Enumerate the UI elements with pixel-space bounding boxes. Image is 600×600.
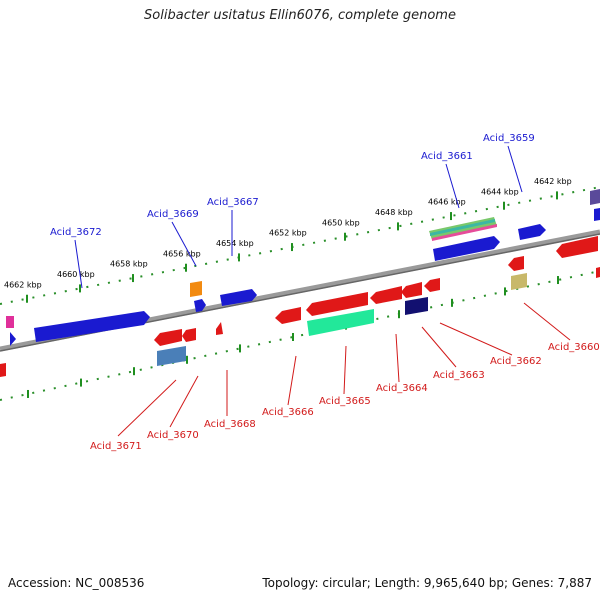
label-acid-3668[interactable]: Acid_3668 bbox=[204, 419, 256, 430]
forward-gene-labels: Acid_3672 Acid_3669 Acid_3667 Acid_3661 … bbox=[50, 133, 535, 238]
label-acid-3662[interactable]: Acid_3662 bbox=[490, 356, 542, 367]
leader-acid-3660 bbox=[523, 302, 571, 341]
genome-summary-text: Topology: circular; Length: 9,965,640 bp… bbox=[262, 576, 592, 590]
gene-red-3668[interactable] bbox=[216, 322, 223, 335]
leader-acid-3671 bbox=[117, 379, 177, 437]
ruler-major-ticks bbox=[26, 191, 559, 398]
gene-block-pink[interactable] bbox=[6, 316, 14, 328]
leader-acid-3669 bbox=[171, 221, 197, 267]
ruler-label: 4648 kbp bbox=[375, 208, 413, 217]
ruler-label: 4644 kbp bbox=[481, 187, 519, 196]
gene-red-3663[interactable] bbox=[401, 282, 422, 298]
forward-leaders bbox=[74, 145, 523, 289]
gene-red-3662[interactable] bbox=[508, 256, 524, 271]
label-acid-3669[interactable]: Acid_3669 bbox=[147, 209, 199, 220]
ruler-labels: 4662 kbp 4660 kbp 4658 kbp 4656 kbp 4654 kbp… bbox=[4, 177, 572, 289]
upper-ruler-track bbox=[0, 186, 600, 305]
gene-red-3664[interactable] bbox=[370, 286, 402, 304]
gene-blue-mid[interactable] bbox=[220, 289, 257, 306]
label-acid-3661[interactable]: Acid_3661 bbox=[421, 151, 473, 162]
gene-rna-stack-pink[interactable] bbox=[432, 224, 497, 241]
forward-genes bbox=[6, 189, 600, 346]
ruler-label: 4662 kbp bbox=[4, 280, 42, 289]
gene-blue-edge[interactable] bbox=[594, 208, 600, 221]
label-acid-3666[interactable]: Acid_3666 bbox=[262, 407, 314, 418]
label-acid-3663[interactable]: Acid_3663 bbox=[433, 370, 485, 381]
leader-acid-3664 bbox=[395, 333, 400, 383]
label-acid-3659[interactable]: Acid_3659 bbox=[483, 133, 535, 144]
label-acid-3670[interactable]: Acid_3670 bbox=[147, 430, 199, 441]
gene-blue-right[interactable] bbox=[433, 236, 500, 261]
leader-acid-3663 bbox=[421, 326, 457, 368]
ruler-label: 4656 kbp bbox=[163, 249, 201, 258]
label-acid-3671[interactable]: Acid_3671 bbox=[90, 441, 142, 452]
gene-red-3670[interactable] bbox=[182, 328, 196, 342]
label-acid-3672[interactable]: Acid_3672 bbox=[50, 227, 102, 238]
gene-red-edge-left[interactable] bbox=[0, 363, 6, 377]
leader-acid-3665 bbox=[343, 345, 347, 395]
leader-acid-3670 bbox=[169, 375, 199, 428]
reverse-gene-labels: Acid_3671 Acid_3670 Acid_3668 Acid_3666 … bbox=[90, 342, 600, 452]
reverse-genes bbox=[0, 236, 600, 377]
label-acid-3665[interactable]: Acid_3665 bbox=[319, 396, 371, 407]
gene-rna-stack-teal[interactable] bbox=[430, 219, 495, 236]
gene-red-3671[interactable] bbox=[154, 329, 182, 346]
gene-steelblue[interactable] bbox=[157, 346, 186, 366]
leader-acid-3672 bbox=[74, 239, 83, 289]
gene-navy-3664[interactable] bbox=[405, 297, 428, 315]
gene-small-blue-arrow[interactable] bbox=[10, 332, 16, 346]
gene-blue-small[interactable] bbox=[194, 299, 206, 312]
ruler-label: 4652 kbp bbox=[269, 229, 307, 238]
label-acid-3667[interactable]: Acid_3667 bbox=[207, 197, 259, 208]
gene-red-3663b[interactable] bbox=[424, 278, 440, 292]
gene-red-3660[interactable] bbox=[556, 236, 598, 258]
leader-acid-3666 bbox=[287, 355, 297, 406]
gene-blue-far[interactable] bbox=[518, 224, 546, 240]
ruler-label: 4660 kbp bbox=[57, 270, 95, 279]
reverse-leaders bbox=[117, 302, 571, 437]
gene-large-blue[interactable] bbox=[34, 311, 150, 342]
leader-acid-3662 bbox=[439, 322, 513, 356]
ruler-label: 4650 kbp bbox=[322, 218, 360, 227]
genome-title: Solibacter usitatus Ellin6076, complete … bbox=[144, 8, 456, 23]
gene-orange[interactable] bbox=[190, 281, 202, 297]
label-acid-3664[interactable]: Acid_3664 bbox=[376, 383, 428, 394]
leader-acid-3659 bbox=[507, 145, 523, 193]
ruler-label: 4658 kbp bbox=[110, 260, 148, 269]
leader-acid-3661 bbox=[445, 163, 460, 209]
ruler-label: 4642 kbp bbox=[534, 177, 572, 186]
ruler-label: 4646 kbp bbox=[428, 198, 466, 207]
gene-red-3666[interactable] bbox=[275, 307, 301, 324]
gene-red-edge-right[interactable] bbox=[596, 267, 600, 278]
gene-purple-edge[interactable] bbox=[590, 189, 600, 205]
gene-khaki-3662[interactable] bbox=[511, 273, 527, 290]
gene-teal-3665[interactable] bbox=[307, 309, 374, 336]
label-acid-3660[interactable]: Acid_3660 bbox=[548, 342, 600, 353]
ruler-label: 4654 kbp bbox=[216, 239, 254, 248]
gene-red-3665[interactable] bbox=[306, 292, 368, 316]
accession-text: Accession: NC_008536 bbox=[8, 576, 145, 590]
